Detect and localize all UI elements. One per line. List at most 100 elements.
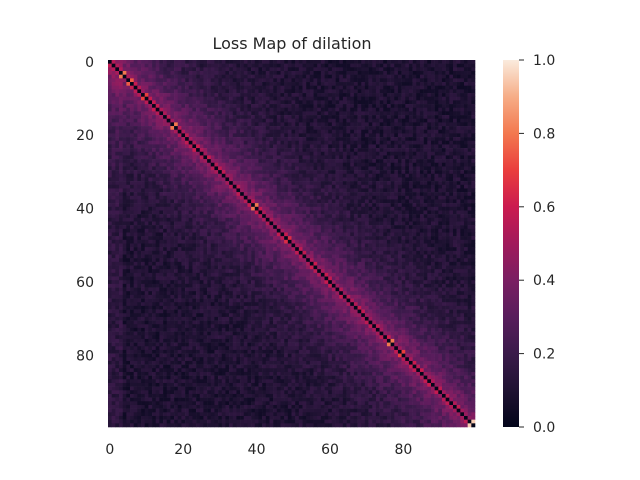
heatmap-cell	[221, 184, 226, 189]
heatmap-cell	[408, 239, 413, 244]
heatmap-cell	[210, 228, 215, 233]
heatmap-cell	[405, 122, 410, 127]
heatmap-cell	[364, 155, 369, 160]
heatmap-cell	[229, 115, 234, 120]
heatmap-cell	[280, 203, 285, 208]
heatmap-cell	[401, 67, 406, 72]
heatmap-cell	[306, 177, 311, 182]
heatmap-cell	[130, 192, 134, 197]
heatmap-cell	[456, 100, 461, 105]
heatmap-cell	[328, 232, 333, 237]
heatmap-cell	[309, 137, 314, 142]
heatmap-cell	[353, 155, 358, 160]
heatmap-cell	[122, 155, 127, 160]
heatmap-cell	[339, 195, 344, 200]
heatmap-cell	[456, 122, 461, 127]
heatmap-cell	[372, 122, 377, 127]
heatmap-cell	[159, 71, 164, 75]
heatmap-cell	[229, 195, 234, 200]
heatmap-cell	[221, 170, 226, 175]
heatmap-cell	[383, 210, 388, 215]
heatmap-cell	[144, 74, 149, 79]
heatmap-cell	[192, 63, 197, 68]
heatmap-cell	[258, 206, 263, 211]
heatmap-cell	[357, 82, 362, 86]
heatmap-cell	[309, 166, 314, 171]
heatmap-cell	[229, 162, 234, 167]
heatmap-cell	[141, 232, 145, 237]
heatmap-cell	[148, 210, 153, 215]
heatmap-cell	[221, 100, 226, 105]
heatmap-cell	[423, 217, 428, 222]
heatmap-cell	[291, 236, 296, 241]
heatmap-cell	[298, 85, 303, 90]
heatmap-cell	[174, 195, 179, 200]
heatmap-cell	[269, 232, 274, 237]
heatmap-cell	[309, 129, 314, 134]
heatmap-cell	[254, 199, 259, 204]
heatmap-cell	[471, 170, 476, 175]
heatmap-cell	[317, 122, 322, 127]
heatmap-cell	[207, 162, 212, 167]
heatmap-cell	[122, 111, 127, 116]
heatmap-cell	[295, 155, 300, 160]
heatmap-cell	[262, 104, 267, 109]
heatmap-cell	[188, 60, 193, 64]
heatmap-cell	[265, 232, 270, 237]
heatmap-cell	[240, 78, 245, 83]
heatmap-cell	[335, 115, 340, 120]
heatmap-cell	[379, 115, 384, 120]
heatmap-cell	[174, 115, 179, 120]
heatmap-cell	[166, 129, 171, 134]
heatmap-cell	[405, 144, 410, 149]
heatmap-cell	[339, 63, 344, 68]
heatmap-cell	[317, 232, 322, 237]
heatmap-cell	[155, 162, 160, 167]
heatmap-cell	[430, 133, 435, 138]
heatmap-cell	[456, 155, 461, 160]
heatmap-cell	[258, 60, 263, 64]
heatmap-cell	[306, 173, 311, 178]
heatmap-cell	[225, 214, 230, 219]
heatmap-cell	[185, 177, 190, 182]
heatmap-cell	[108, 181, 112, 186]
heatmap-cell	[126, 93, 131, 97]
heatmap-cell	[324, 181, 329, 186]
heatmap-cell	[232, 236, 237, 241]
heatmap-cell	[434, 151, 439, 156]
heatmap-cell	[434, 93, 439, 97]
heatmap-cell	[438, 232, 443, 237]
heatmap-cell	[166, 214, 171, 219]
heatmap-cell	[287, 78, 292, 83]
heatmap-cell	[445, 203, 450, 208]
heatmap-cell	[372, 82, 377, 86]
heatmap-cell	[394, 93, 399, 97]
heatmap-cell	[306, 151, 311, 156]
heatmap-cell	[214, 71, 219, 75]
heatmap-cell	[339, 96, 344, 101]
heatmap-cell	[386, 115, 391, 120]
heatmap-cell	[328, 162, 333, 167]
heatmap-cell	[416, 192, 421, 197]
heatmap-cell	[445, 78, 450, 83]
heatmap-cell	[408, 111, 413, 116]
heatmap-cell	[170, 104, 175, 109]
heatmap-cell	[210, 104, 215, 109]
heatmap-cell	[306, 239, 311, 244]
heatmap-cell	[383, 203, 388, 208]
heatmap-cell	[438, 225, 443, 230]
heatmap-cell	[199, 162, 204, 167]
heatmap-cell	[229, 236, 234, 241]
heatmap-cell	[441, 118, 446, 123]
heatmap-cell	[262, 129, 267, 134]
heatmap-cell	[251, 206, 256, 211]
heatmap-cell	[181, 221, 186, 226]
heatmap-cell	[320, 221, 325, 226]
heatmap-cell	[258, 82, 263, 86]
heatmap-cell	[170, 82, 175, 86]
heatmap-cell	[214, 206, 219, 211]
heatmap-cell	[207, 239, 212, 244]
heatmap-cell	[174, 60, 179, 64]
heatmap-cell	[412, 133, 417, 138]
heatmap-cell	[280, 93, 285, 97]
